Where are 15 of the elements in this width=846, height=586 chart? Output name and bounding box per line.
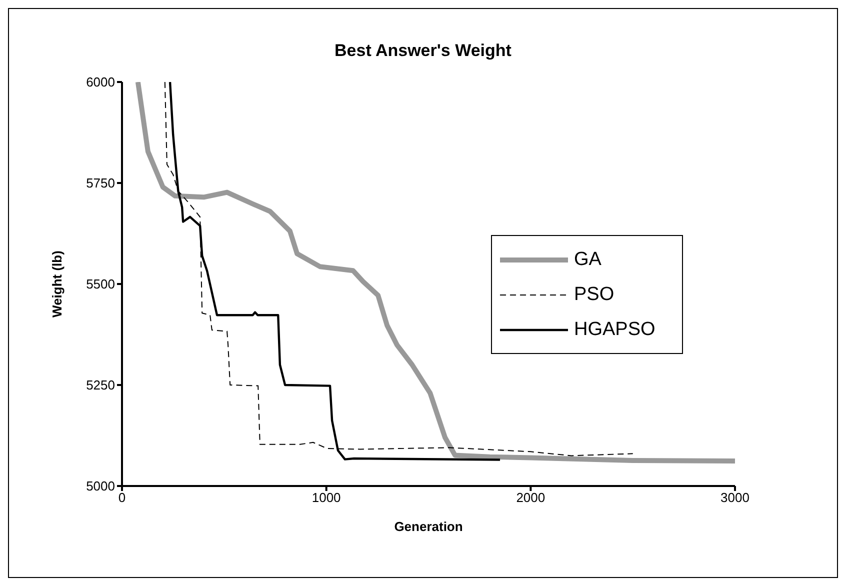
- x-tick-label: 3000: [720, 490, 750, 506]
- y-tick-label: 5500: [86, 276, 115, 292]
- legend-label: PSO: [574, 284, 614, 306]
- y-tick-label: 5750: [86, 176, 115, 191]
- y-tick-label: 6000: [86, 74, 115, 90]
- legend-label: HGAPSO: [574, 318, 656, 340]
- chart-title: Best Answer's Weight: [334, 41, 512, 61]
- y-tick-label: 5000: [86, 478, 115, 494]
- x-tick-label: 0: [118, 490, 126, 506]
- x-tick-label: 2000: [516, 490, 546, 506]
- x-axis-title: Generation: [394, 519, 463, 534]
- legend-label: GA: [574, 248, 602, 270]
- y-axis-title: Weight (lb): [50, 250, 65, 318]
- x-tick-label: 1000: [312, 490, 341, 506]
- y-tick-label: 5250: [86, 378, 115, 393]
